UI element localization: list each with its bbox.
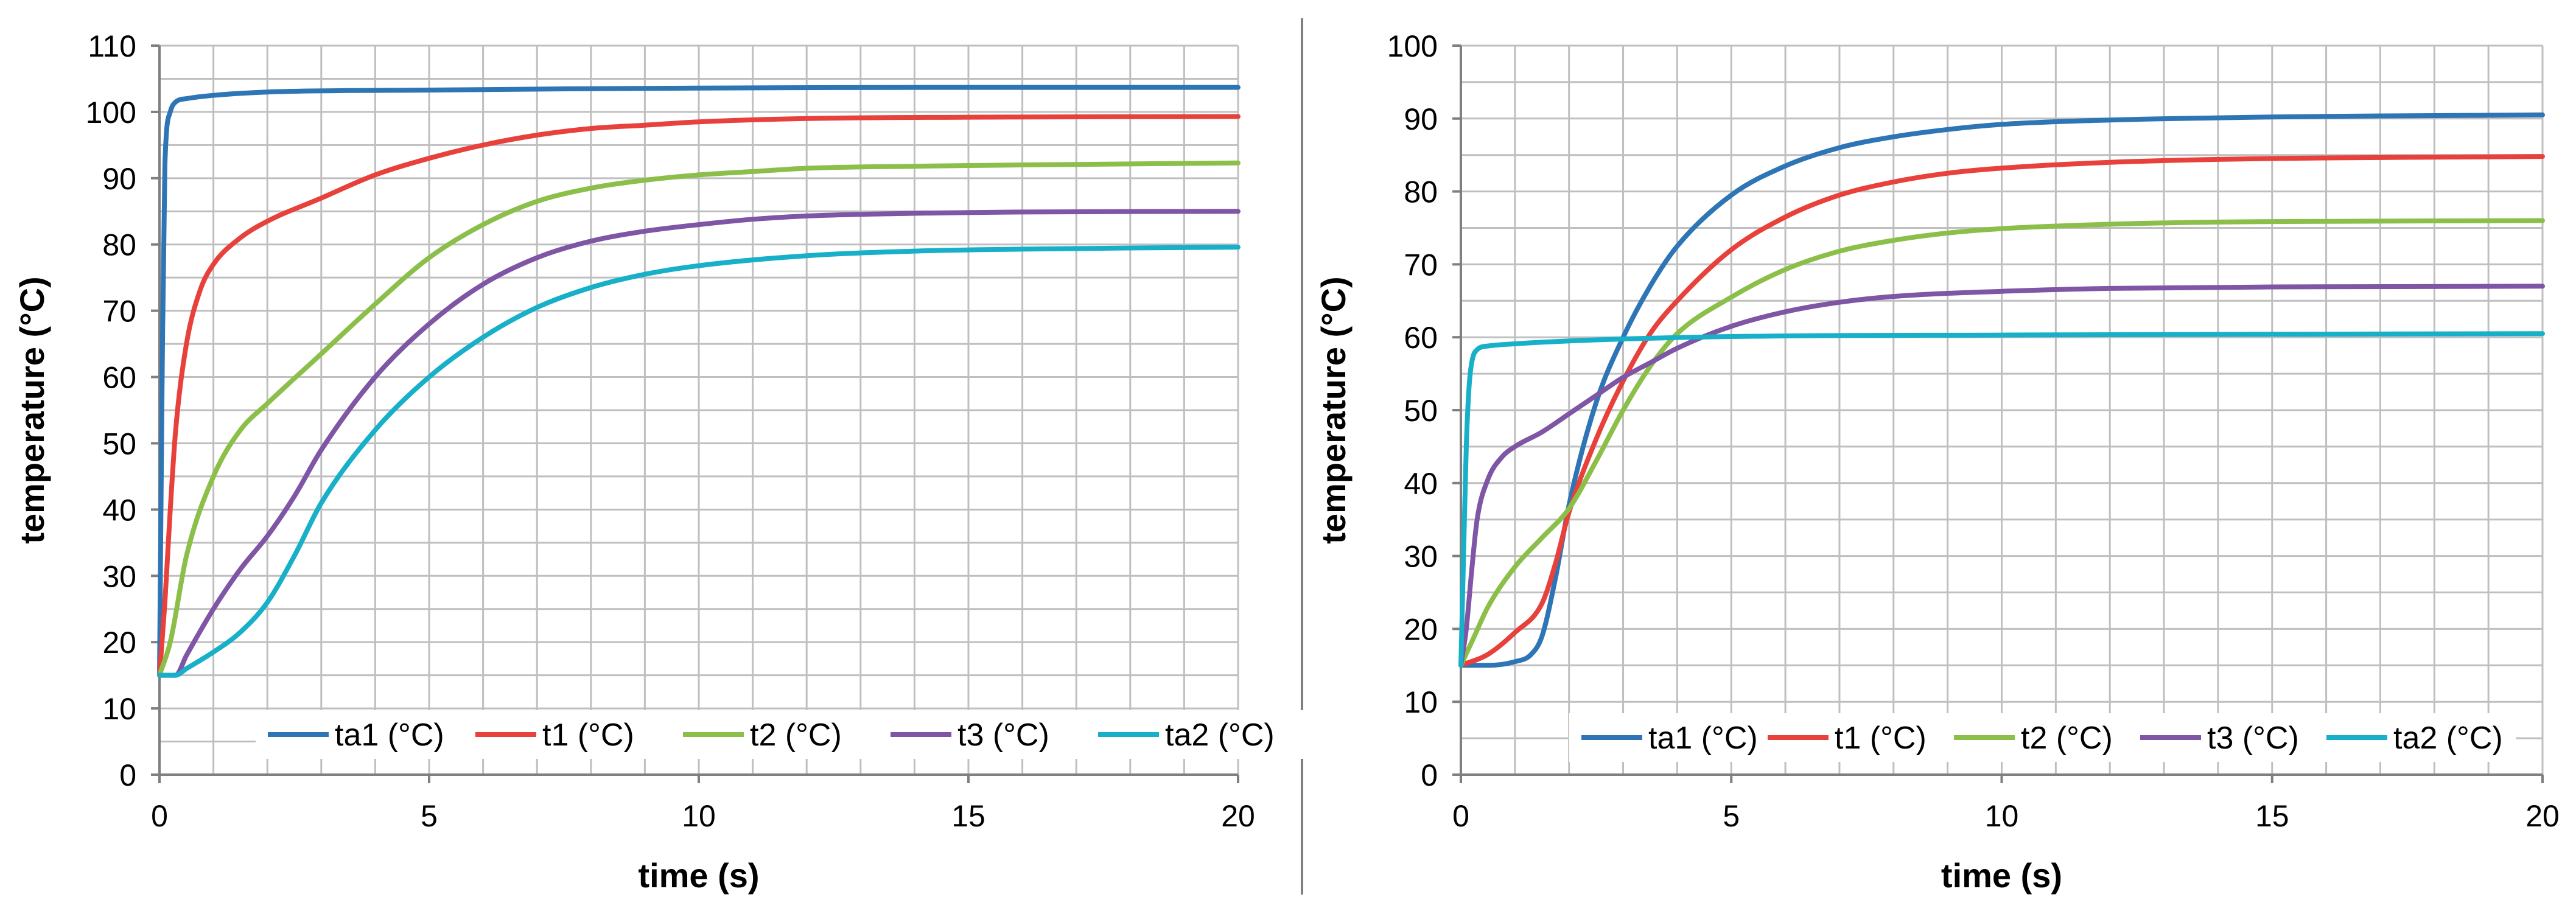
x-tick-label: 15 — [951, 799, 985, 833]
legend-label: t2 (°C) — [750, 717, 842, 753]
legend-label: t3 (°C) — [2207, 721, 2299, 756]
y-tick-label: 70 — [1404, 248, 1438, 282]
series-line-t2 — [157, 160, 1241, 678]
legend: ta1 (°C) t1 (°C) t2 (°C) t3 (°C) ta2 (°C) — [1569, 713, 2516, 762]
x-tick-label: 20 — [2525, 799, 2560, 833]
x-axis-title: time (s) — [1941, 856, 2062, 895]
x-tick-label: 20 — [1221, 799, 1255, 833]
legend-label: t2 (°C) — [2021, 721, 2113, 756]
series-line-t1 — [157, 114, 1241, 678]
x-tick-label: 0 — [1452, 799, 1469, 833]
y-tick-label: 90 — [1404, 102, 1438, 136]
y-tick-label: 0 — [119, 758, 136, 792]
chart-left: 0 10 20 30 40 50 60 70 80 90 100 110 0 5 10 15 20 time (s… — [13, 29, 1309, 895]
x-tick-label: 10 — [682, 799, 716, 833]
series-line-ta2 — [157, 245, 1241, 678]
legend-label: t1 (°C) — [542, 717, 634, 753]
series-line-t3 — [157, 209, 1241, 678]
legend-label: ta2 (°C) — [2393, 721, 2503, 756]
x-tick-label: 15 — [2255, 799, 2289, 833]
y-tick-label: 60 — [102, 361, 136, 395]
series-line-ta1 — [157, 85, 1241, 678]
y-tick-label: 20 — [102, 626, 136, 660]
legend-label: t1 (°C) — [1835, 721, 1927, 756]
y-tick-label: 50 — [1404, 394, 1438, 428]
y-axis-title: temperature (°C) — [1314, 276, 1353, 543]
y-tick-label: 40 — [1404, 467, 1438, 501]
x-tick-label: 10 — [1985, 799, 2019, 833]
y-tick-label: 10 — [102, 692, 136, 726]
series-line-t1 — [1458, 154, 2545, 668]
legend-label: ta1 (°C) — [1648, 721, 1758, 756]
series-line-t2 — [1458, 218, 2545, 668]
y-tick-label: 20 — [1404, 612, 1438, 646]
y-tick-label: 100 — [86, 96, 136, 130]
y-tick-label: 70 — [102, 295, 136, 329]
x-tick-label: 0 — [151, 799, 168, 833]
y-tick-label: 40 — [102, 493, 136, 527]
series-line-t3 — [1458, 284, 2545, 668]
y-tick-label: 110 — [88, 29, 136, 63]
x-tick-label: 5 — [1723, 799, 1740, 833]
gridlines — [158, 44, 1239, 776]
y-tick-label: 30 — [102, 559, 136, 593]
series-line-ta1 — [1458, 112, 2545, 668]
y-tick-label: 80 — [1404, 175, 1438, 209]
y-tick-label: 10 — [1404, 685, 1438, 719]
series-lines — [157, 85, 1241, 678]
y-tick-label: 90 — [102, 162, 136, 196]
legend-label: ta2 (°C) — [1165, 717, 1275, 753]
legend-label: t3 (°C) — [957, 717, 1049, 753]
gridlines — [1460, 44, 2544, 776]
y-tick-label: 0 — [1421, 758, 1438, 792]
y-tick-label: 50 — [102, 427, 136, 461]
y-tick-label: 100 — [1387, 29, 1438, 63]
legend-label: ta1 (°C) — [335, 717, 444, 753]
x-axis-title: time (s) — [638, 856, 759, 895]
y-tick-label: 60 — [1404, 321, 1438, 355]
series-lines — [1458, 112, 2545, 668]
legend: ta1 (°C) t1 (°C) t2 (°C) t3 (°C) ta2 (°C) — [256, 710, 1309, 759]
y-axis-title: temperature (°C) — [13, 276, 51, 543]
y-tick-label: 30 — [1404, 540, 1438, 574]
series-line-ta2 — [1458, 331, 2545, 668]
x-tick-label: 5 — [421, 799, 438, 833]
y-tick-label: 80 — [102, 228, 136, 262]
chart-right: 0 10 20 30 40 50 60 70 80 90 100 0 5 10 15 20 time (s) te… — [1314, 29, 2560, 895]
